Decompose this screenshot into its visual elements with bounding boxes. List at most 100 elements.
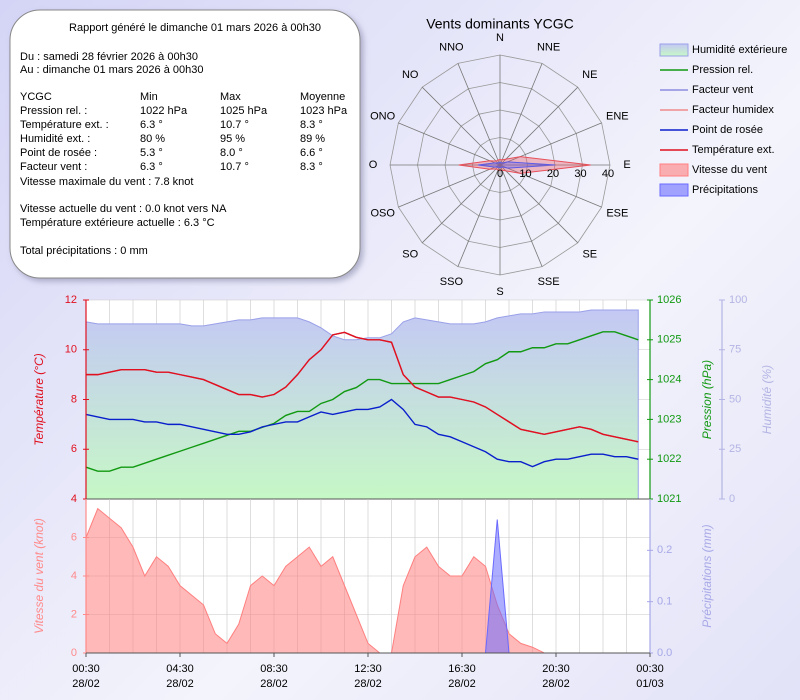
direction-label: ESE xyxy=(606,208,628,220)
legend-label: Température ext. xyxy=(692,144,775,156)
tick-label: 100 xyxy=(729,294,747,306)
tick-label: 1025 xyxy=(657,334,681,346)
report-column-header: Min xyxy=(140,91,158,103)
legend-swatch xyxy=(659,183,689,197)
report-cell: 8.3 ° xyxy=(300,119,323,131)
legend-label: Pression rel. xyxy=(692,64,753,76)
report-cell: 10.7 ° xyxy=(220,119,249,131)
tick-label: 4 xyxy=(71,493,77,505)
x-tick-time: 20:30 xyxy=(542,663,570,675)
direction-label: O xyxy=(369,159,378,171)
report-from: Du : samedi 28 février 2026 à 00h30 xyxy=(20,51,198,63)
tick-label: 2 xyxy=(71,608,77,620)
legend-label: Facteur vent xyxy=(692,84,753,96)
report-box xyxy=(9,9,361,279)
wind-rose-area xyxy=(458,156,591,174)
x-tick-date: 28/02 xyxy=(448,678,476,690)
report-cell: 1022 hPa xyxy=(140,105,188,117)
report-cell: 1025 hPa xyxy=(220,105,268,117)
report-max-wind: Vitesse maximale du vent : 7.8 knot xyxy=(20,176,193,188)
report-current-wind: Vitesse actuelle du vent : 0.0 knot vers… xyxy=(20,203,227,215)
legend-label: Humidité extérieure xyxy=(692,44,787,56)
x-tick-time: 04:30 xyxy=(166,663,194,675)
tick-label: 1023 xyxy=(657,413,681,425)
tick-label: 0 xyxy=(71,647,77,659)
x-tick-time: 08:30 xyxy=(260,663,288,675)
report-cell: 1023 hPa xyxy=(300,105,348,117)
tick-label: 50 xyxy=(729,393,741,405)
legend-label: Vitesse du vent xyxy=(692,164,767,176)
tick-label: 1021 xyxy=(657,493,681,505)
tick-label: 1022 xyxy=(657,453,681,465)
radar-spoke xyxy=(421,164,501,244)
radar-spoke xyxy=(457,164,501,267)
legend-label: Facteur humidex xyxy=(692,104,774,116)
x-tick-time: 00:30 xyxy=(72,663,100,675)
tick-label: 1024 xyxy=(657,374,681,386)
report-cell: Pression rel. : xyxy=(20,105,87,117)
radar-tick-label: 0 xyxy=(497,168,503,180)
direction-label: NO xyxy=(402,69,419,81)
report-cell: Température ext. : xyxy=(20,119,109,131)
tick-label: 4 xyxy=(71,570,77,582)
report-cell: 6.3 ° xyxy=(140,161,163,173)
x-tick-date: 28/02 xyxy=(354,678,382,690)
direction-label: NE xyxy=(582,69,597,81)
axis-title: Pression (hPa) xyxy=(700,360,714,439)
series-line xyxy=(86,331,639,443)
radar-spoke xyxy=(398,122,501,166)
report-cell: 6.6 ° xyxy=(300,147,323,159)
tick-label: 8 xyxy=(71,393,77,405)
radar-spoke xyxy=(421,86,501,166)
report-to: Au : dimanche 01 mars 2026 à 00h30 xyxy=(20,64,203,76)
legend-label: Précipitations xyxy=(692,184,759,196)
tick-label: 75 xyxy=(729,344,741,356)
report-cell: Point de rosée : xyxy=(20,147,97,159)
x-tick-date: 28/02 xyxy=(542,678,570,690)
report-cell: Facteur vent : xyxy=(20,161,87,173)
x-tick-date: 01/03 xyxy=(636,678,664,690)
direction-label: ONO xyxy=(370,110,396,122)
report-cell: Humidité ext. : xyxy=(20,133,90,145)
direction-label: NNE xyxy=(537,42,560,54)
report-cell: 8.0 ° xyxy=(220,147,243,159)
tick-label: 10 xyxy=(65,344,77,356)
tick-label: 0.0 xyxy=(657,647,672,659)
tick-label: 12 xyxy=(65,294,77,306)
direction-label: OSO xyxy=(370,208,395,220)
legend-swatch xyxy=(659,163,689,177)
report-column-header: Moyenne xyxy=(300,91,345,103)
report-cell: 8.3 ° xyxy=(300,161,323,173)
radar-spoke xyxy=(499,164,543,267)
legend-label: Point de rosée xyxy=(692,124,763,136)
report-cell: 80 % xyxy=(140,133,165,145)
report-current-temp: Température extérieure actuelle : 6.3 °C xyxy=(20,217,215,229)
axis-title: Humidité (%) xyxy=(760,365,774,434)
report-column-header: YCGC xyxy=(20,91,52,103)
radar-tick-label: 10 xyxy=(519,168,531,180)
tick-label: 0.2 xyxy=(657,544,672,556)
x-tick-date: 28/02 xyxy=(260,678,288,690)
radar-spoke xyxy=(499,122,602,166)
radar-spoke xyxy=(499,164,579,244)
x-tick-time: 16:30 xyxy=(448,663,476,675)
radar-tick-label: 30 xyxy=(574,168,586,180)
x-tick-date: 28/02 xyxy=(72,678,100,690)
radar-spoke xyxy=(499,63,543,166)
series-line xyxy=(85,331,639,472)
axis-title: Précipitations (mm) xyxy=(700,524,714,627)
report-column-header: Max xyxy=(220,91,241,103)
wind-rose-area xyxy=(477,161,556,169)
axis-title: Température (°C) xyxy=(32,353,46,445)
radar-spoke xyxy=(398,164,501,208)
report-cell: 95 % xyxy=(220,133,245,145)
radar-spoke xyxy=(499,164,602,208)
tick-label: 0 xyxy=(729,493,735,505)
report-rain-total: Total précipitations : 0 mm xyxy=(20,245,148,257)
tick-label: 6 xyxy=(71,443,77,455)
tick-label: 0.1 xyxy=(657,596,672,608)
direction-label: NNO xyxy=(439,42,464,54)
radar-tick-label: 20 xyxy=(547,168,559,180)
report-cell: 5.3 ° xyxy=(140,147,163,159)
